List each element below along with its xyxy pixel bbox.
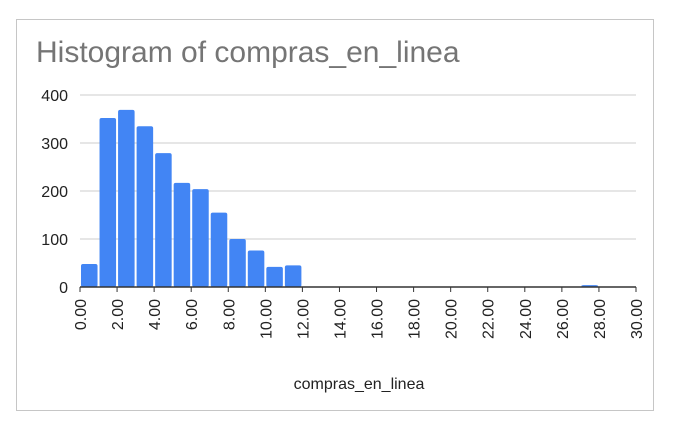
chart-title: Histogram of compras_en_linea	[36, 36, 460, 69]
x-tick-label: 4.00	[147, 299, 164, 330]
bars	[81, 109, 598, 287]
x-axis-ticks: 0.00 2.00 4.00 6.00 8.00 10.00 12.00 14.00 16.00…	[73, 287, 646, 339]
x-tick-label: 2.00	[110, 299, 127, 330]
histogram-bar	[284, 265, 302, 287]
histogram-bar	[118, 109, 135, 287]
histogram-bar	[266, 266, 283, 287]
histogram-bar	[192, 189, 209, 287]
histogram-bar	[210, 212, 228, 287]
histogram-bar	[81, 263, 98, 287]
x-tick-label: 22.00	[481, 299, 498, 339]
x-axis-title: compras_en_linea	[294, 376, 425, 393]
x-tick-label: 26.00	[555, 299, 572, 339]
x-tick-label: 28.00	[592, 299, 609, 339]
histogram-bar	[173, 182, 191, 287]
histogram-bar	[229, 239, 246, 287]
histogram-bar	[155, 153, 172, 287]
x-tick-label: 20.00	[444, 299, 461, 339]
x-tick-label: 6.00	[184, 299, 201, 330]
histogram-bar	[247, 250, 265, 287]
x-tick-label: 14.00	[332, 299, 349, 339]
y-tick-label: 0	[59, 280, 68, 297]
grid-lines	[80, 94, 636, 240]
x-tick-label: 30.00	[629, 299, 646, 339]
y-axis-ticks: 0 100 200 300 400	[41, 88, 68, 297]
histogram-bar	[99, 118, 117, 287]
x-tick-label: 18.00	[407, 299, 424, 339]
y-tick-label: 300	[41, 136, 68, 153]
x-tick-label: 12.00	[295, 299, 312, 339]
y-tick-label: 200	[41, 184, 68, 201]
x-tick-label: 10.00	[258, 299, 275, 339]
y-tick-label: 100	[41, 232, 68, 249]
y-tick-label: 400	[41, 88, 68, 105]
x-tick-label: 24.00	[518, 299, 535, 339]
x-tick-label: 16.00	[370, 299, 387, 339]
histogram-bar	[136, 126, 154, 287]
x-tick-label: 0.00	[73, 299, 90, 330]
x-tick-label: 8.00	[221, 299, 238, 330]
